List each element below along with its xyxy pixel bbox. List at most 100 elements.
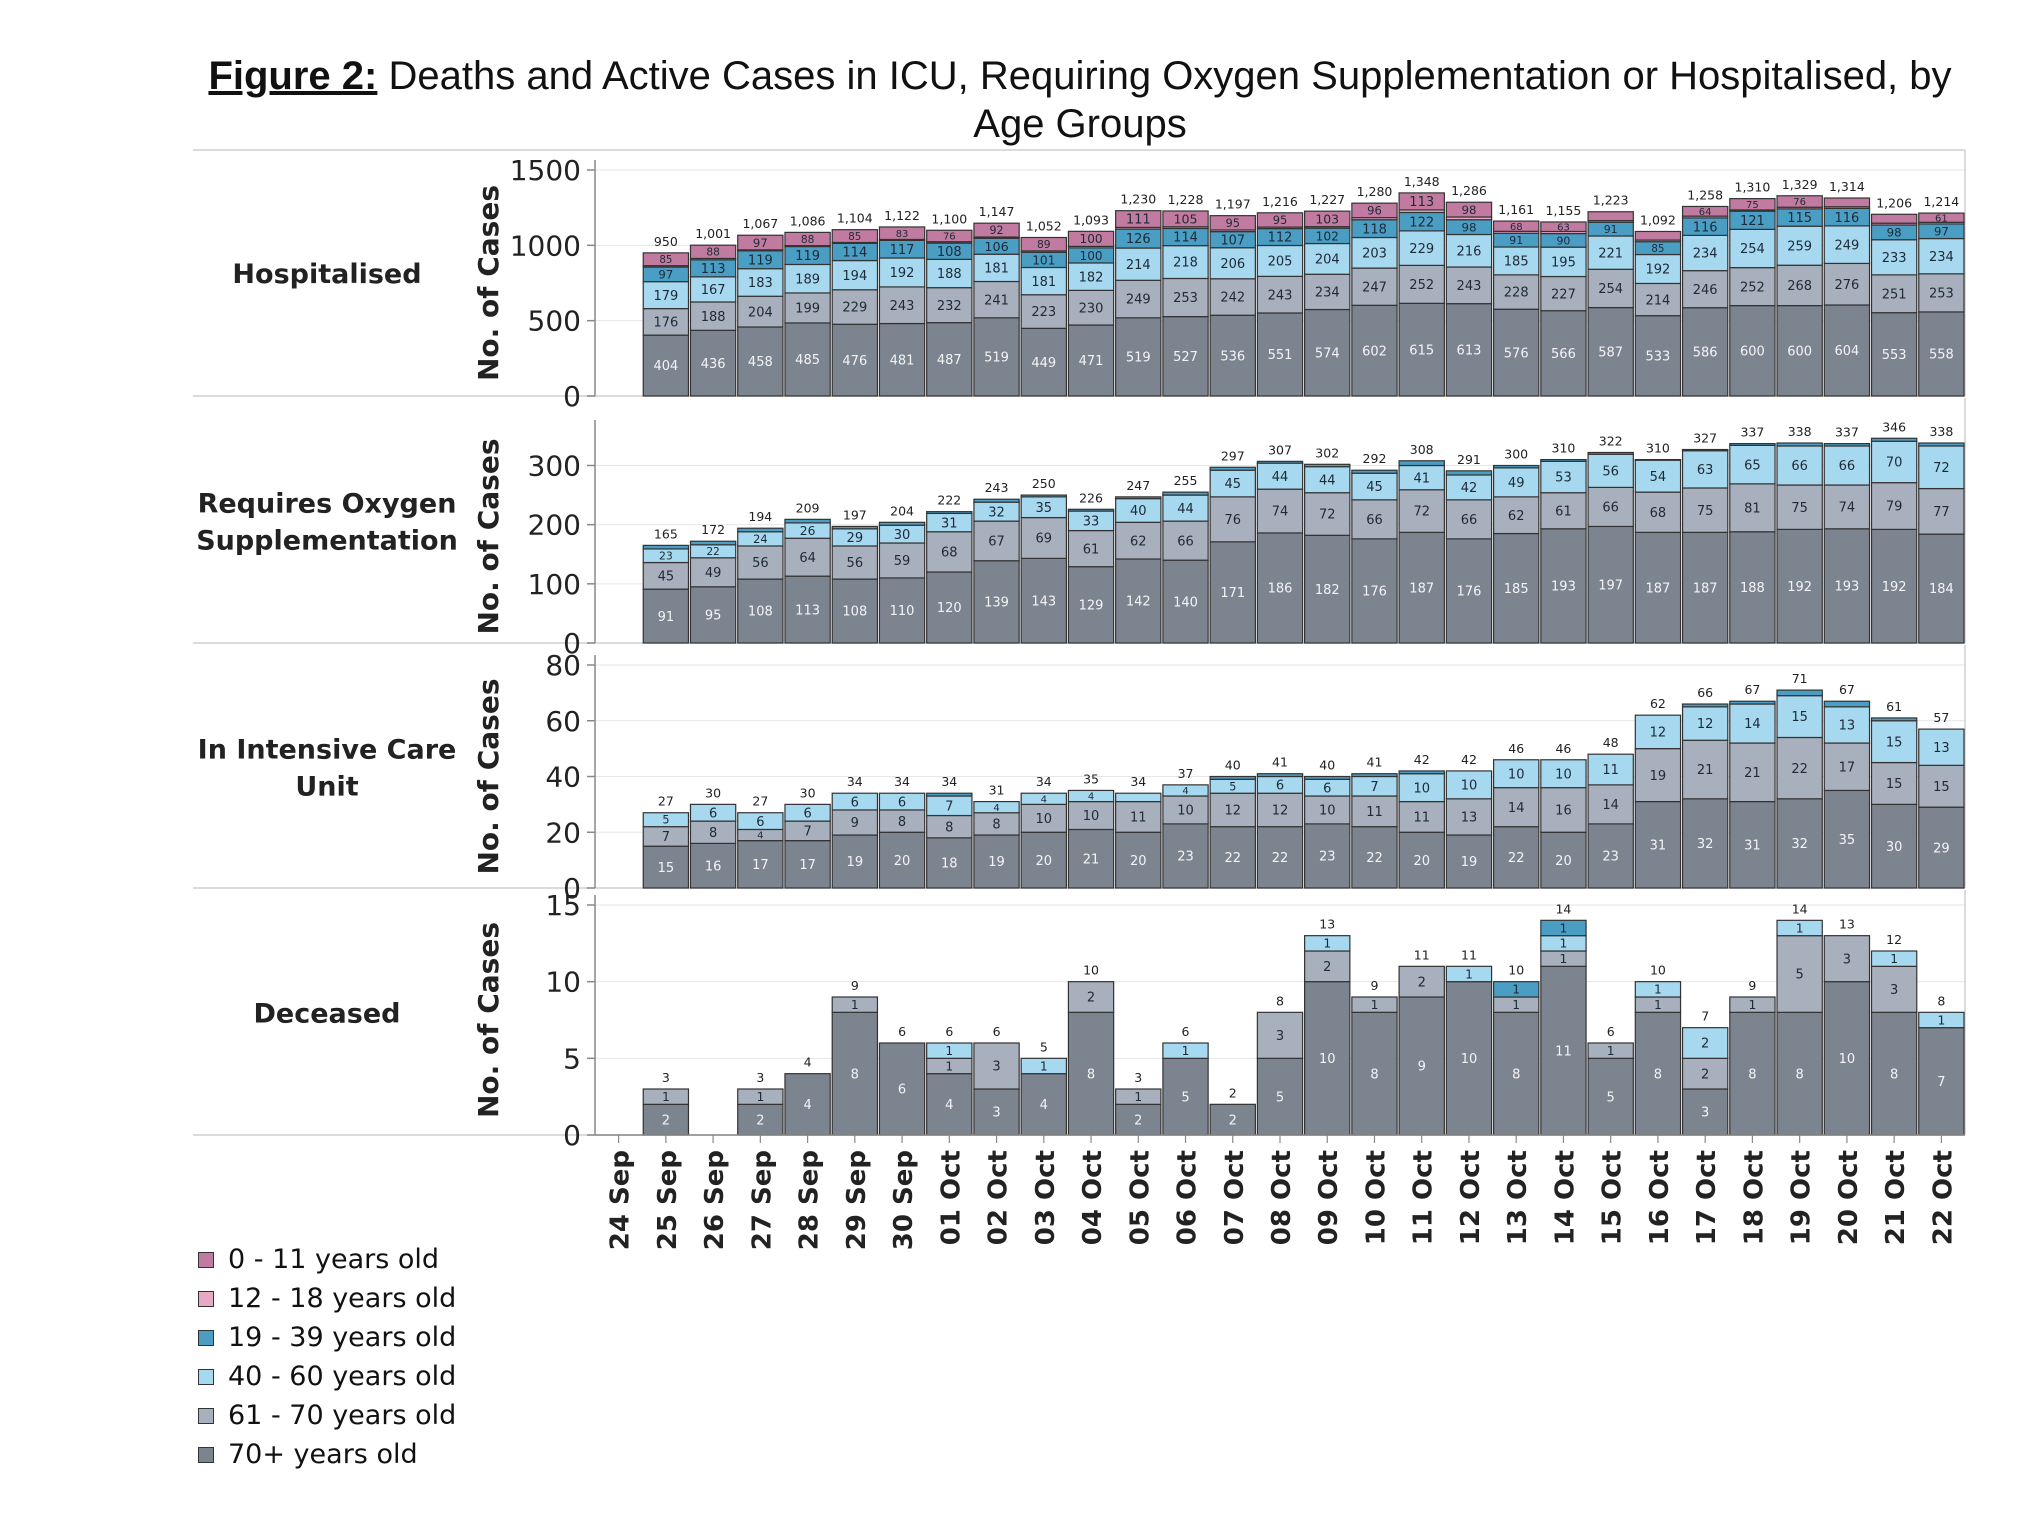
bar-segment-70-years-old xyxy=(973,317,1020,397)
bar-segment-40-60-years-old xyxy=(689,276,737,303)
bar-segment-61-70-years-old xyxy=(1209,278,1256,316)
bar-segment-40-60-years-old xyxy=(1918,1011,1965,1029)
bar-segment-70-years-old xyxy=(1729,800,1776,889)
data-label: 63 xyxy=(1557,222,1570,233)
data-label: 126 xyxy=(1126,232,1151,247)
bar-segment-40-60-years-old xyxy=(737,812,784,831)
bar-segment-19-39-years-old xyxy=(1870,437,1918,442)
data-label: 6 xyxy=(709,806,717,821)
bar-segment-61-70-years-old xyxy=(1445,266,1493,305)
data-label: 1 xyxy=(945,1059,953,1073)
data-label: 13 xyxy=(1933,741,1950,756)
data-label: 61 xyxy=(1555,504,1572,519)
total-label: 6 xyxy=(945,1024,953,1039)
bar-segment-61-70-years-old xyxy=(973,280,1020,319)
data-label: 242 xyxy=(1220,291,1245,306)
data-label: 4 xyxy=(1040,1098,1048,1113)
data-label: 1 xyxy=(1134,1090,1142,1104)
data-label: 195 xyxy=(1551,256,1576,271)
total-label: 11 xyxy=(1414,947,1430,962)
bar-segment-40-60-years-old xyxy=(1398,464,1445,491)
total-label: 327 xyxy=(1693,431,1717,446)
data-label: 9 xyxy=(1418,1060,1426,1075)
data-label: 276 xyxy=(1834,278,1859,293)
bar-segment-70-years-old xyxy=(973,1088,1020,1136)
data-label: 1 xyxy=(1607,1044,1615,1058)
data-label: 31 xyxy=(941,516,958,531)
bar-segment-40-60-years-old xyxy=(1162,784,1209,797)
data-label: 192 xyxy=(1646,263,1671,278)
bar-segment-40-60-years-old xyxy=(973,800,1020,814)
total-label: 9 xyxy=(1748,978,1756,993)
bar-segment-61-70-years-old xyxy=(1304,492,1351,536)
data-label: 1 xyxy=(1560,952,1568,966)
y-tick-label: 15 xyxy=(545,889,581,922)
total-label: 250 xyxy=(1032,476,1056,491)
total-label: 3 xyxy=(756,1070,764,1085)
data-label: 193 xyxy=(1834,580,1859,595)
total-label: 1,093 xyxy=(1073,212,1109,227)
data-label: 229 xyxy=(1409,242,1434,257)
data-label: 74 xyxy=(1272,505,1289,520)
figure-title-text: Deaths and Active Cases in ICU, Requirin… xyxy=(388,54,1952,146)
total-label: 1,052 xyxy=(1026,218,1062,233)
bar-segment-0-11-years-old xyxy=(1067,230,1115,247)
total-label: 61 xyxy=(1886,699,1902,714)
data-label: 1 xyxy=(1512,983,1520,997)
total-label: 34 xyxy=(847,774,863,789)
bar-segment-70-years-old xyxy=(737,326,784,397)
data-label: 234 xyxy=(1693,247,1718,262)
data-label: 41 xyxy=(1413,471,1430,486)
y-tick-label: 100 xyxy=(528,568,581,601)
bar-segment-70-years-old xyxy=(1304,823,1351,889)
data-label: 179 xyxy=(653,289,678,304)
bar-segment-40-60-years-old xyxy=(1870,720,1918,764)
data-label: 101 xyxy=(1032,253,1055,267)
data-label: 22 xyxy=(1272,851,1289,866)
bar-segment-19-39-years-old xyxy=(1681,703,1729,708)
total-label: 46 xyxy=(1555,741,1571,756)
data-label: 14 xyxy=(1508,801,1525,816)
data-label: 7 xyxy=(945,799,953,814)
data-label: 167 xyxy=(701,283,726,298)
total-label: 243 xyxy=(985,480,1009,495)
bar-segment-61-70-years-old xyxy=(1067,981,1115,1013)
data-label: 108 xyxy=(842,605,867,620)
data-label: 476 xyxy=(842,354,867,369)
data-label: 10 xyxy=(1319,804,1336,819)
data-label: 2 xyxy=(1229,1113,1237,1128)
bar-segment-19-39-years-old xyxy=(1445,470,1493,476)
data-label: 234 xyxy=(1929,250,1954,265)
bar-segment-61-70-years-old xyxy=(1492,274,1540,310)
y-tick-label: 1500 xyxy=(510,154,581,187)
bar-segment-61-70-years-old xyxy=(1776,935,1823,1013)
bar-segment-40-60-years-old xyxy=(1870,950,1918,967)
total-label: 48 xyxy=(1603,735,1619,750)
data-label: 32 xyxy=(988,505,1005,520)
y-tick-label: 0 xyxy=(563,380,581,413)
data-label: 32 xyxy=(1791,837,1808,852)
bar-segment-70-years-old xyxy=(1540,831,1587,889)
data-label: 566 xyxy=(1551,347,1576,362)
bar-segment-61-70-years-old xyxy=(1020,803,1068,833)
data-label: 604 xyxy=(1834,344,1859,359)
bar-segment-40-60-years-old xyxy=(1256,244,1304,277)
data-label: 1 xyxy=(1182,1044,1190,1058)
data-label: 14 xyxy=(1744,717,1761,732)
legend-item-40-60-years-old: 40 - 60 years old xyxy=(198,1357,456,1396)
data-label: 10 xyxy=(1036,812,1053,827)
legend-label: 19 - 39 years old xyxy=(228,1322,457,1353)
total-label: 66 xyxy=(1697,685,1713,700)
x-tick-label: 11 Oct xyxy=(1409,1150,1439,1245)
panel-requires-oxygen-supplementation: Requires Oxygen Supplementation No. of Cas… xyxy=(196,398,1966,660)
y-tick-label: 0 xyxy=(563,872,581,905)
bar-segment-40-60-years-old xyxy=(878,792,926,811)
total-label: 292 xyxy=(1363,451,1387,466)
data-label: 108 xyxy=(937,245,962,260)
data-label: 204 xyxy=(748,305,773,320)
data-label: 2 xyxy=(1323,960,1331,975)
bar-segment-0-11-years-old xyxy=(1540,221,1587,233)
data-label: 92 xyxy=(989,224,1003,237)
bar-segment-70-years-old xyxy=(1776,798,1823,889)
bar-segment-61-70-years-old xyxy=(1398,800,1445,833)
